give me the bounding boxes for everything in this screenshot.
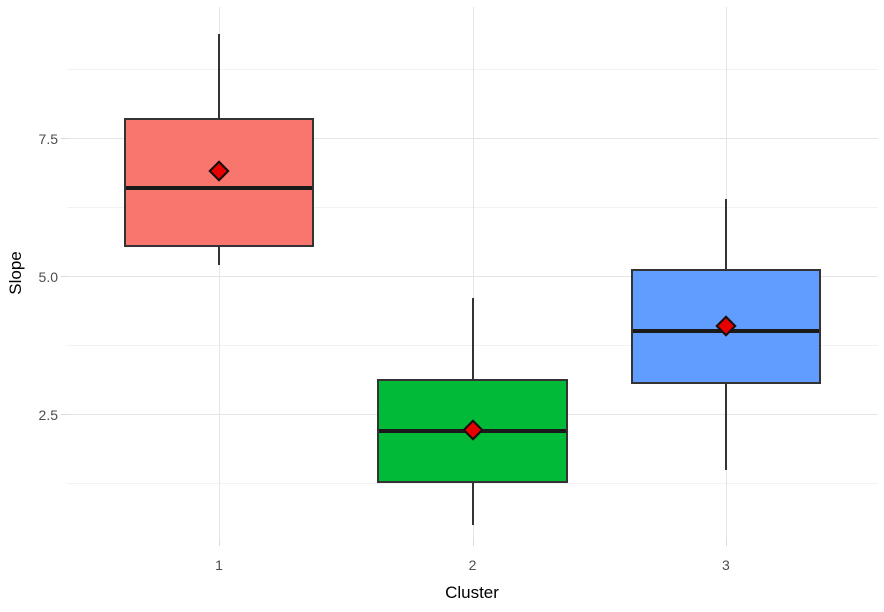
- box-rect: [124, 118, 315, 247]
- y-tick-mark: [61, 137, 67, 139]
- x-tick-mark: [725, 540, 727, 546]
- x-tick-label: 2: [468, 557, 477, 573]
- gridline-vertical: [219, 7, 221, 540]
- y-tick-label: 7.5: [38, 130, 58, 147]
- x-tick-mark: [472, 540, 474, 546]
- y-tick-label: 2.5: [38, 407, 58, 424]
- x-axis-title: Cluster: [445, 583, 499, 602]
- y-tick-mark: [61, 275, 67, 277]
- x-tick-label: 1: [215, 557, 223, 573]
- x-tick-label: 3: [722, 557, 730, 573]
- gridline-vertical: [472, 7, 474, 540]
- y-tick-label: 5.0: [38, 268, 58, 285]
- box-rect: [630, 269, 821, 385]
- median-line: [126, 186, 313, 191]
- y-tick-mark: [61, 414, 67, 416]
- x-tick-mark: [219, 540, 221, 546]
